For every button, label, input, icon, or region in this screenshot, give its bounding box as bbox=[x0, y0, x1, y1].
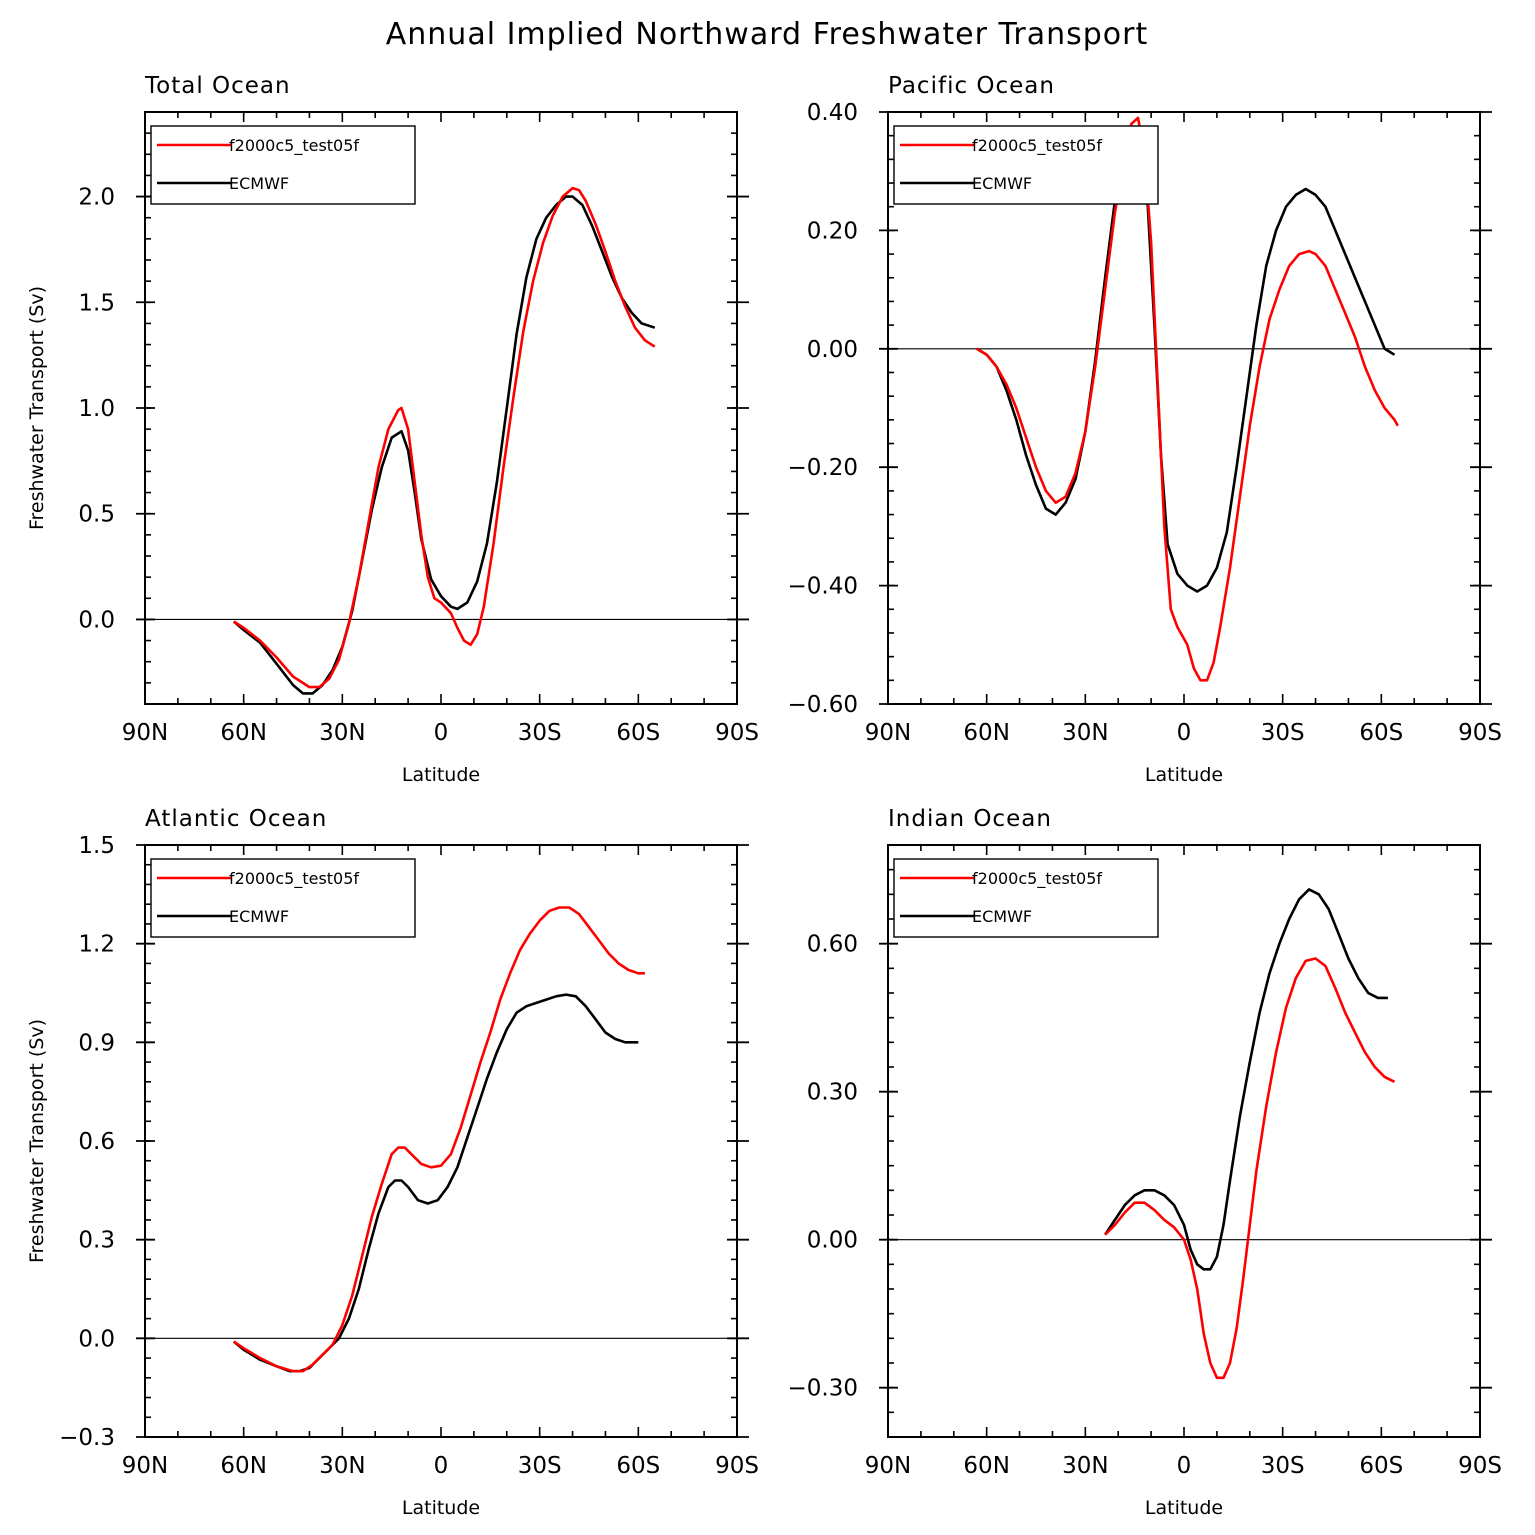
panels: Total Ocean 90N 60N 30N 0 30S 60S 90S 0.0 0.5 1.0 1… bbox=[26, 73, 1502, 1519]
y-tick-label: 1.5 bbox=[78, 833, 115, 859]
panel-title: Atlantic Ocean bbox=[145, 806, 327, 832]
series-line-model bbox=[233, 186, 656, 689]
panel-title: Indian Ocean bbox=[888, 806, 1052, 832]
panel-4: Indian Ocean 90N 60N 30N 0 30S 60S 90S −0.30 0.00… bbox=[788, 806, 1502, 1519]
x-tick-label: 30N bbox=[1062, 720, 1108, 746]
y-tick-label: 0.5 bbox=[78, 502, 115, 528]
legend-label: ECMWF bbox=[972, 174, 1032, 193]
legend: f2000c5_test05f ECMWF bbox=[893, 125, 1159, 205]
y-tick-label: 0.9 bbox=[78, 1030, 115, 1056]
x-tick-label: 90N bbox=[865, 720, 911, 746]
legend-box bbox=[150, 125, 416, 205]
y-tick-label: −0.60 bbox=[788, 692, 858, 718]
x-tick-label: 90S bbox=[715, 720, 759, 746]
y-tick-label: 0.20 bbox=[807, 218, 858, 244]
legend-label: ECMWF bbox=[229, 174, 289, 193]
legend-label: ECMWF bbox=[229, 907, 289, 926]
x-tick-label: 30S bbox=[518, 720, 562, 746]
x-axis-label: Latitude bbox=[402, 764, 480, 786]
x-tick-label: 0 bbox=[434, 720, 449, 746]
legend-box bbox=[893, 125, 1159, 205]
y-tick-label: 1.0 bbox=[78, 396, 115, 422]
x-tick-label: 60N bbox=[963, 1453, 1009, 1479]
x-tick-label: 90N bbox=[865, 1453, 911, 1479]
series-line-model bbox=[976, 116, 1399, 682]
y-tick-label: 0.0 bbox=[78, 607, 115, 633]
y-tick-label: 0.00 bbox=[807, 1228, 858, 1254]
y-axis-label: Freshwater Transport (Sv) bbox=[26, 286, 48, 530]
y-tick-label: 0.00 bbox=[807, 337, 858, 363]
y-axis-label: Freshwater Transport (Sv) bbox=[26, 1019, 48, 1263]
x-axis-label: Latitude bbox=[402, 1497, 480, 1519]
y-tick-label: −0.20 bbox=[788, 455, 858, 481]
x-tick-label: 90S bbox=[715, 1453, 759, 1479]
y-tick-label: −0.40 bbox=[788, 574, 858, 600]
y-tick-label: 0.0 bbox=[78, 1326, 115, 1352]
legend-box bbox=[893, 858, 1159, 938]
y-tick-label: 2.0 bbox=[78, 185, 115, 211]
x-tick-label: 30N bbox=[319, 720, 365, 746]
legend: f2000c5_test05f ECMWF bbox=[893, 858, 1159, 938]
x-tick-label: 90S bbox=[1458, 1453, 1502, 1479]
x-tick-label: 30S bbox=[518, 1453, 562, 1479]
x-tick-label: 90S bbox=[1458, 720, 1502, 746]
series-line-model bbox=[233, 906, 645, 1373]
series-line-ecmwf bbox=[976, 125, 1396, 593]
y-tick-label: 0.30 bbox=[807, 1080, 858, 1106]
x-tick-label: 30N bbox=[319, 1453, 365, 1479]
x-tick-label: 30S bbox=[1261, 1453, 1305, 1479]
x-tick-label: 30N bbox=[1062, 1453, 1108, 1479]
y-tick-label: −0.3 bbox=[59, 1425, 115, 1451]
panel-title: Pacific Ocean bbox=[888, 73, 1055, 99]
x-tick-label: 90N bbox=[122, 1453, 168, 1479]
x-tick-label: 60N bbox=[220, 720, 266, 746]
x-axis-label: Latitude bbox=[1145, 764, 1223, 786]
series-line-model bbox=[1104, 957, 1396, 1380]
y-tick-label: 0.6 bbox=[78, 1129, 115, 1155]
x-tick-label: 0 bbox=[434, 1453, 449, 1479]
figure-title: Annual Implied Northward Freshwater Tran… bbox=[386, 17, 1148, 52]
x-tick-label: 60N bbox=[963, 720, 1009, 746]
x-tick-label: 90N bbox=[122, 720, 168, 746]
x-tick-label: 60S bbox=[1359, 1453, 1403, 1479]
x-axis-label: Latitude bbox=[1145, 1497, 1223, 1519]
x-tick-label: 60S bbox=[616, 720, 660, 746]
legend-label: f2000c5_test05f bbox=[229, 869, 359, 889]
y-tick-label: 1.5 bbox=[78, 290, 115, 316]
y-tick-label: 1.2 bbox=[78, 932, 115, 958]
series-line-ecmwf bbox=[1104, 888, 1388, 1271]
y-tick-label: 0.60 bbox=[807, 932, 858, 958]
series-line-ecmwf bbox=[232, 993, 639, 1373]
x-tick-label: 60S bbox=[1359, 720, 1403, 746]
panel-3: Atlantic Ocean 90N 60N 30N 0 30S 60S 90S −0.3 0.0… bbox=[26, 806, 759, 1519]
x-tick-label: 0 bbox=[1177, 1453, 1192, 1479]
legend: f2000c5_test05f ECMWF bbox=[150, 125, 416, 205]
legend-label: f2000c5_test05f bbox=[229, 136, 359, 156]
panel-1: Total Ocean 90N 60N 30N 0 30S 60S 90S 0.0 0.5 1.0 1… bbox=[26, 73, 759, 786]
y-tick-label: 0.3 bbox=[78, 1228, 115, 1254]
legend-box bbox=[150, 858, 416, 938]
legend-label: f2000c5_test05f bbox=[972, 136, 1102, 156]
x-tick-label: 60S bbox=[616, 1453, 660, 1479]
y-tick-label: 0.40 bbox=[807, 100, 858, 126]
x-tick-label: 30S bbox=[1261, 720, 1305, 746]
panel-2: Pacific Ocean 90N 60N 30N 0 30S 60S 90S −0.60 −0.… bbox=[788, 73, 1502, 786]
y-tick-label: −0.30 bbox=[788, 1376, 858, 1402]
x-tick-label: 0 bbox=[1177, 720, 1192, 746]
panel-title: Total Ocean bbox=[144, 73, 291, 99]
legend-label: f2000c5_test05f bbox=[972, 869, 1102, 889]
legend: f2000c5_test05f ECMWF bbox=[150, 858, 416, 938]
legend-label: ECMWF bbox=[972, 907, 1032, 926]
x-tick-label: 60N bbox=[220, 1453, 266, 1479]
